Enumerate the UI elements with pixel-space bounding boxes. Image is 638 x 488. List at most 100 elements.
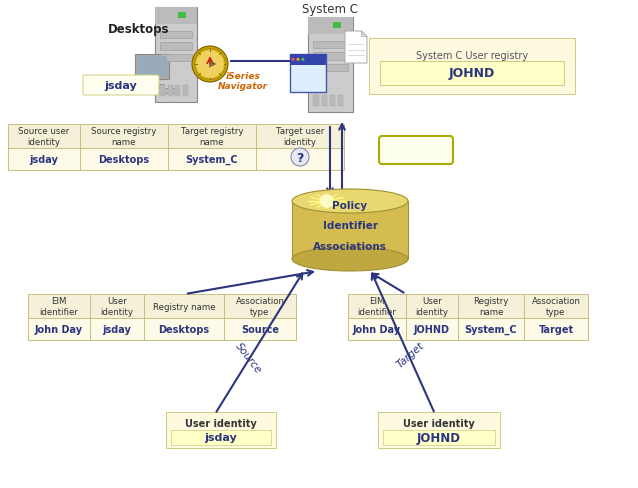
FancyBboxPatch shape: [308, 18, 353, 35]
Polygon shape: [362, 32, 367, 38]
FancyBboxPatch shape: [160, 55, 192, 62]
FancyBboxPatch shape: [406, 294, 458, 318]
Text: ?: ?: [296, 151, 304, 164]
Circle shape: [297, 59, 299, 61]
FancyBboxPatch shape: [338, 96, 343, 107]
FancyBboxPatch shape: [168, 125, 256, 149]
FancyBboxPatch shape: [379, 137, 453, 164]
FancyBboxPatch shape: [80, 125, 168, 149]
Text: jsday: jsday: [205, 432, 237, 443]
Text: Source: Source: [241, 325, 279, 334]
Text: Target: Target: [538, 325, 574, 334]
FancyBboxPatch shape: [148, 80, 156, 85]
Text: Registry
name: Registry name: [473, 297, 508, 316]
FancyBboxPatch shape: [178, 13, 186, 20]
Text: Source registry
name: Source registry name: [91, 127, 157, 146]
Text: iSeries
Navigator: iSeries Navigator: [218, 72, 268, 91]
Text: Source user
identity: Source user identity: [19, 127, 70, 146]
Text: ?: ?: [297, 155, 302, 164]
Text: jsday: jsday: [103, 325, 131, 334]
Circle shape: [320, 195, 334, 208]
Circle shape: [302, 59, 304, 61]
Text: EIM
app.: EIM app.: [297, 57, 319, 77]
FancyBboxPatch shape: [8, 125, 80, 149]
FancyBboxPatch shape: [406, 318, 458, 340]
FancyBboxPatch shape: [458, 294, 524, 318]
FancyBboxPatch shape: [290, 55, 326, 65]
Circle shape: [292, 59, 295, 61]
Text: Target user
identity: Target user identity: [276, 127, 324, 146]
Text: Desktops: Desktops: [98, 155, 149, 164]
Text: JOHND: JOHND: [417, 431, 461, 444]
FancyBboxPatch shape: [313, 41, 348, 49]
Text: Target registry
name: Target registry name: [181, 127, 243, 146]
Text: System C: System C: [302, 3, 358, 17]
Ellipse shape: [292, 190, 408, 214]
FancyBboxPatch shape: [144, 294, 224, 318]
FancyBboxPatch shape: [160, 32, 192, 39]
Circle shape: [195, 50, 225, 80]
FancyBboxPatch shape: [383, 430, 495, 445]
FancyBboxPatch shape: [224, 318, 296, 340]
Text: Source: Source: [233, 340, 263, 374]
FancyBboxPatch shape: [80, 149, 168, 171]
Text: jsday: jsday: [105, 81, 137, 91]
FancyBboxPatch shape: [168, 149, 256, 171]
FancyBboxPatch shape: [313, 53, 348, 61]
FancyBboxPatch shape: [155, 8, 197, 103]
FancyBboxPatch shape: [378, 412, 500, 448]
Text: System_C: System_C: [186, 155, 239, 165]
FancyBboxPatch shape: [290, 55, 326, 93]
Polygon shape: [292, 202, 408, 260]
FancyBboxPatch shape: [380, 62, 564, 86]
FancyBboxPatch shape: [524, 318, 588, 340]
FancyBboxPatch shape: [133, 88, 177, 94]
Text: JOHND: JOHND: [391, 144, 441, 157]
Text: John Day: John Day: [353, 325, 401, 334]
FancyBboxPatch shape: [256, 125, 344, 149]
Text: User
identity: User identity: [415, 297, 449, 316]
Text: User
identity: User identity: [101, 297, 133, 316]
FancyBboxPatch shape: [83, 76, 159, 96]
FancyBboxPatch shape: [171, 430, 271, 445]
Text: Desktops: Desktops: [158, 325, 209, 334]
Polygon shape: [345, 32, 367, 64]
Text: Policy: Policy: [332, 201, 367, 210]
FancyBboxPatch shape: [524, 294, 588, 318]
Text: JOHND: JOHND: [414, 325, 450, 334]
FancyBboxPatch shape: [28, 318, 90, 340]
FancyBboxPatch shape: [313, 64, 348, 72]
Text: Desktops: Desktops: [108, 23, 170, 37]
FancyBboxPatch shape: [256, 149, 344, 171]
Circle shape: [192, 47, 228, 83]
Text: Association
type: Association type: [531, 297, 581, 316]
FancyBboxPatch shape: [144, 318, 224, 340]
FancyBboxPatch shape: [182, 86, 188, 97]
FancyBboxPatch shape: [160, 86, 165, 97]
FancyBboxPatch shape: [90, 318, 144, 340]
FancyBboxPatch shape: [8, 149, 80, 171]
FancyBboxPatch shape: [28, 294, 90, 318]
FancyBboxPatch shape: [333, 23, 341, 29]
FancyBboxPatch shape: [348, 294, 406, 318]
FancyBboxPatch shape: [168, 86, 173, 97]
FancyBboxPatch shape: [458, 318, 524, 340]
Text: jsday: jsday: [29, 155, 59, 164]
FancyBboxPatch shape: [313, 96, 319, 107]
Text: System C User registry: System C User registry: [416, 51, 528, 61]
Text: Registry name: Registry name: [152, 302, 215, 311]
Text: John Day: John Day: [35, 325, 83, 334]
Text: System_C: System_C: [464, 324, 517, 334]
FancyBboxPatch shape: [138, 57, 167, 76]
FancyBboxPatch shape: [90, 294, 144, 318]
Ellipse shape: [292, 247, 408, 271]
Text: Target: Target: [394, 340, 426, 369]
Circle shape: [291, 149, 309, 167]
FancyBboxPatch shape: [308, 18, 353, 113]
Text: EIM
identifier: EIM identifier: [357, 297, 396, 316]
FancyBboxPatch shape: [330, 96, 335, 107]
FancyBboxPatch shape: [155, 8, 197, 25]
FancyBboxPatch shape: [140, 85, 164, 88]
FancyBboxPatch shape: [175, 86, 180, 97]
Text: User identity: User identity: [185, 418, 257, 428]
